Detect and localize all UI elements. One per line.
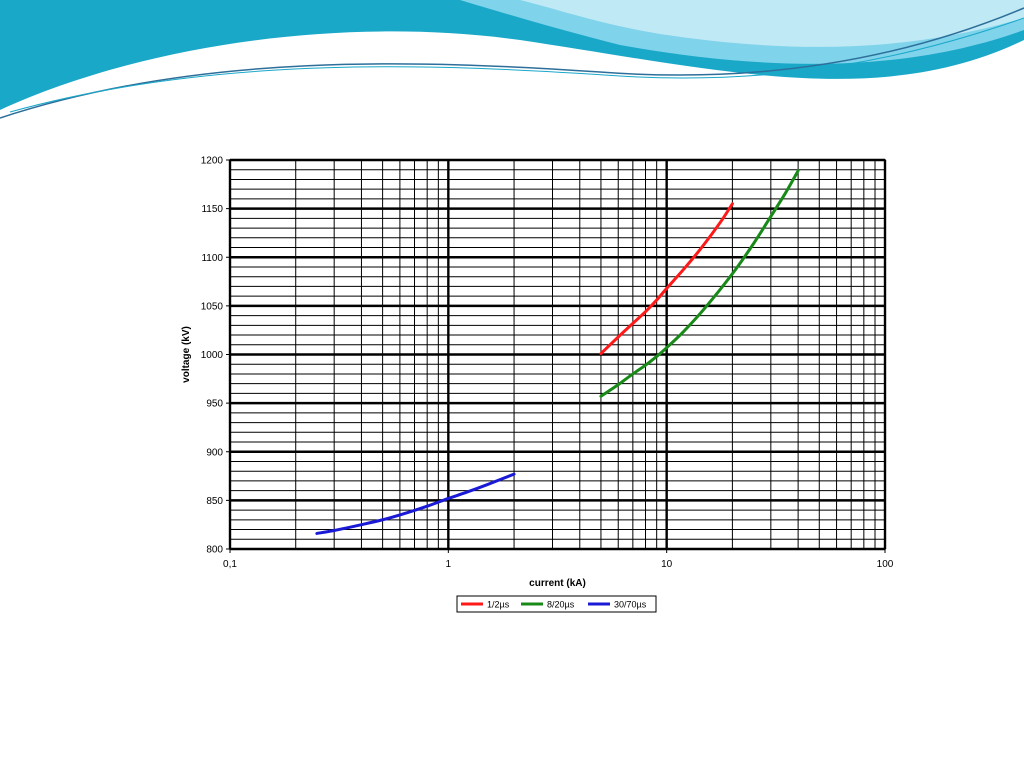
chart: 800 850 900 950 1000 1050 1100 1150 1200 0,1 1 10 1… [181, 156, 894, 613]
y-tick-label: 1150 [201, 204, 223, 215]
legend-label-1: 1/2µs [487, 600, 510, 610]
legend: 1/2µs 8/20µs 30/70µs [456, 595, 657, 613]
y-tick-label: 800 [206, 545, 223, 556]
y-tick-label: 850 [206, 496, 223, 507]
y-tick-label: 1000 [201, 350, 224, 361]
x-tick-label: 10 [661, 559, 673, 570]
y-axis-label: voltage (kV) [181, 326, 192, 383]
y-tick-label: 1200 [201, 156, 224, 167]
legend-label-3: 30/70µs [614, 600, 647, 610]
legend-label-2: 8/20µs [547, 600, 575, 610]
legend-box [456, 595, 657, 613]
y-tick-label: 950 [206, 399, 223, 410]
slide-header-decoration [0, 0, 1024, 119]
header-swoosh-line [0, 7, 1024, 119]
x-tick-label: 100 [877, 559, 894, 570]
header-swoosh-line-2 [9, 17, 1024, 113]
y-axis-ticks: 800 850 900 950 1000 1050 1100 1150 1200 [201, 156, 230, 556]
series-line-2 [599, 169, 800, 398]
series-lines [315, 169, 800, 535]
y-tick-label: 1050 [201, 301, 224, 312]
header-wave-pale [520, 0, 1024, 47]
y-tick-label: 900 [206, 447, 223, 458]
x-axis-ticks: 0,1 1 10 100 [223, 549, 894, 570]
x-axis-label: current (kA) [529, 578, 586, 589]
x-tick-label: 0,1 [223, 559, 237, 570]
series-line-3 [315, 472, 516, 535]
series-line-1 [599, 202, 734, 356]
chart-panel: 800 850 900 950 1000 1050 1100 1150 1200 0,1 1 10 1… [148, 132, 940, 626]
y-tick-label: 1100 [201, 253, 223, 264]
x-tick-label: 1 [446, 559, 452, 570]
